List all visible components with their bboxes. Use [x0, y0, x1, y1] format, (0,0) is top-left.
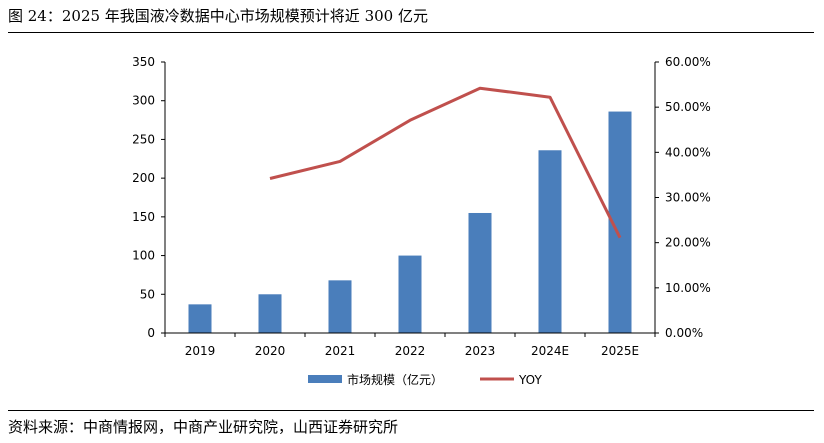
bar-2020 [258, 294, 282, 333]
bar-2023 [468, 212, 492, 333]
y-left-tick-label: 350 [132, 55, 155, 69]
y-right-tick-label: 0.00% [665, 326, 703, 340]
y-left-tick-label: 300 [132, 94, 155, 108]
x-tick-label: 2019 [185, 344, 216, 358]
combo-chart: 0 50 100 150 200 250 300 350 0.00% 10.00% 20.00% 30… [132, 55, 711, 387]
y-right-tick-label: 20.00% [665, 236, 711, 250]
bar-2021 [328, 280, 352, 333]
bar-2025E [608, 111, 632, 333]
y-left-tick-label: 200 [132, 171, 155, 185]
source-note: 资料来源：中商情报网，中商产业研究院，山西证券研究所 [8, 418, 399, 436]
axes-group: 0 50 100 150 200 250 300 350 0.00% 10.00% 20.00% 30… [132, 55, 711, 358]
figure-title: 图 24：2025 年我国液冷数据中心市场规模预计将近 300 亿元 [8, 7, 428, 25]
y-left-tick-label: 50 [140, 287, 155, 301]
y-left-tick-label: 150 [132, 210, 155, 224]
y-right-tick-label: 10.00% [665, 281, 711, 295]
x-tick-label: 2023 [465, 344, 496, 358]
bar-2019 [188, 304, 212, 333]
bar-series-group [188, 111, 632, 333]
title-divider [8, 32, 814, 33]
x-tick-label: 2025E [601, 344, 639, 358]
bar-2024E [538, 150, 562, 333]
x-tick-label: 2020 [255, 344, 286, 358]
y-left-tick-label: 0 [147, 326, 155, 340]
x-tick-label: 2021 [325, 344, 356, 358]
bar-2022 [398, 255, 422, 333]
legend-bar-swatch [308, 375, 342, 383]
legend-bar-label: 市场规模（亿元） [347, 372, 443, 387]
x-tick-label: 2024E [531, 344, 569, 358]
line-series-group [269, 86, 622, 239]
yoy-line [269, 86, 622, 239]
y-right-tick-label: 30.00% [665, 191, 711, 205]
y-left-tick-label: 100 [132, 249, 155, 263]
legend-line-label: YOY [518, 373, 542, 387]
x-tick-label: 2022 [395, 344, 426, 358]
y-left-tick-label: 250 [132, 132, 155, 146]
y-right-tick-label: 60.00% [665, 55, 711, 69]
y-right-tick-label: 50.00% [665, 100, 711, 114]
source-divider [8, 410, 814, 411]
y-right-tick-label: 40.00% [665, 145, 711, 159]
legend: 市场规模（亿元） YOY [308, 372, 542, 387]
